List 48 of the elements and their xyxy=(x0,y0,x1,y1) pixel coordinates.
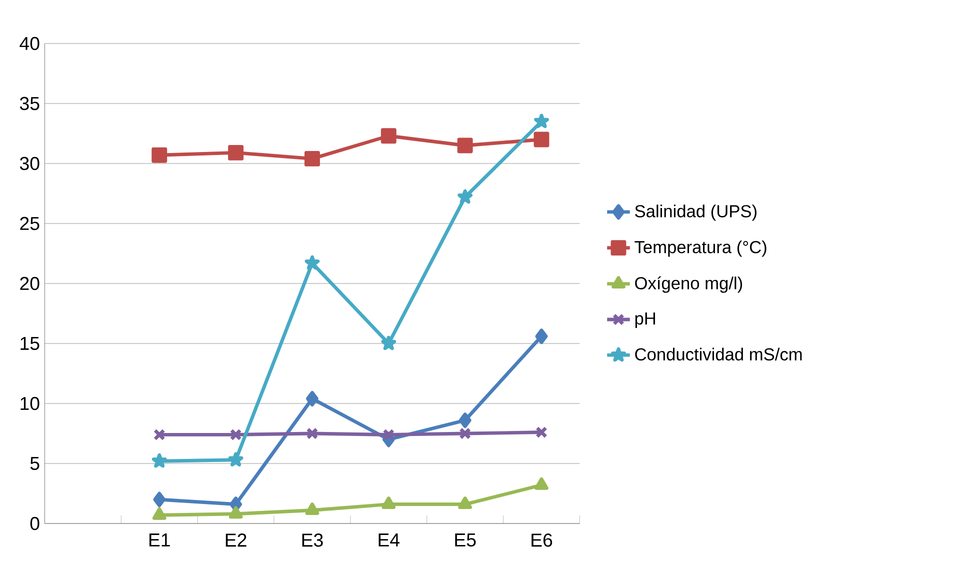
point xyxy=(381,336,396,350)
x-tick-label: E6 xyxy=(532,534,552,547)
x-tick-label: E4 xyxy=(378,534,400,546)
point xyxy=(382,496,396,510)
legend-label: pH xyxy=(635,312,656,328)
point xyxy=(458,496,472,510)
point xyxy=(152,507,166,520)
y-tick-label: 40 xyxy=(20,36,40,50)
point xyxy=(382,428,395,441)
legend-label: Oxígeno mg/l) xyxy=(635,276,742,293)
point xyxy=(152,453,167,468)
y-tick-label: 25 xyxy=(20,216,40,230)
point xyxy=(458,412,472,428)
point xyxy=(305,502,320,516)
y-tick-label: 20 xyxy=(20,276,40,290)
y-tick-label: 10 xyxy=(20,396,40,410)
point xyxy=(304,255,320,270)
point xyxy=(153,428,166,441)
x-tick-label: E3 xyxy=(302,534,323,547)
legend-label: Salinidad (UPS) xyxy=(635,204,756,221)
point xyxy=(535,328,548,344)
point xyxy=(457,138,473,154)
y-tick-label: 15 xyxy=(20,336,40,350)
legend-label: Temperatura (°C) xyxy=(634,240,766,257)
legend-label: Conductividad mS/cm xyxy=(635,348,802,361)
point xyxy=(458,189,473,204)
point xyxy=(380,128,396,144)
point xyxy=(306,390,318,406)
point xyxy=(306,428,318,440)
point xyxy=(153,492,166,508)
x-tick-label: E2 xyxy=(226,534,246,547)
point xyxy=(459,428,472,440)
point xyxy=(534,477,548,490)
point xyxy=(536,426,548,438)
x-tick-label: E5 xyxy=(455,534,476,547)
point xyxy=(304,150,320,166)
point xyxy=(152,147,168,163)
y-tick-label: 5 xyxy=(30,456,40,470)
y-tick-label: 35 xyxy=(20,96,40,110)
point xyxy=(228,506,243,519)
point xyxy=(230,428,242,441)
point xyxy=(534,132,550,148)
y-tick-label: 0 xyxy=(30,516,40,530)
y-tick-label: 30 xyxy=(20,156,40,170)
point xyxy=(228,452,244,466)
x-tick-label: E1 xyxy=(149,534,170,546)
point xyxy=(534,114,549,128)
point xyxy=(228,144,244,160)
